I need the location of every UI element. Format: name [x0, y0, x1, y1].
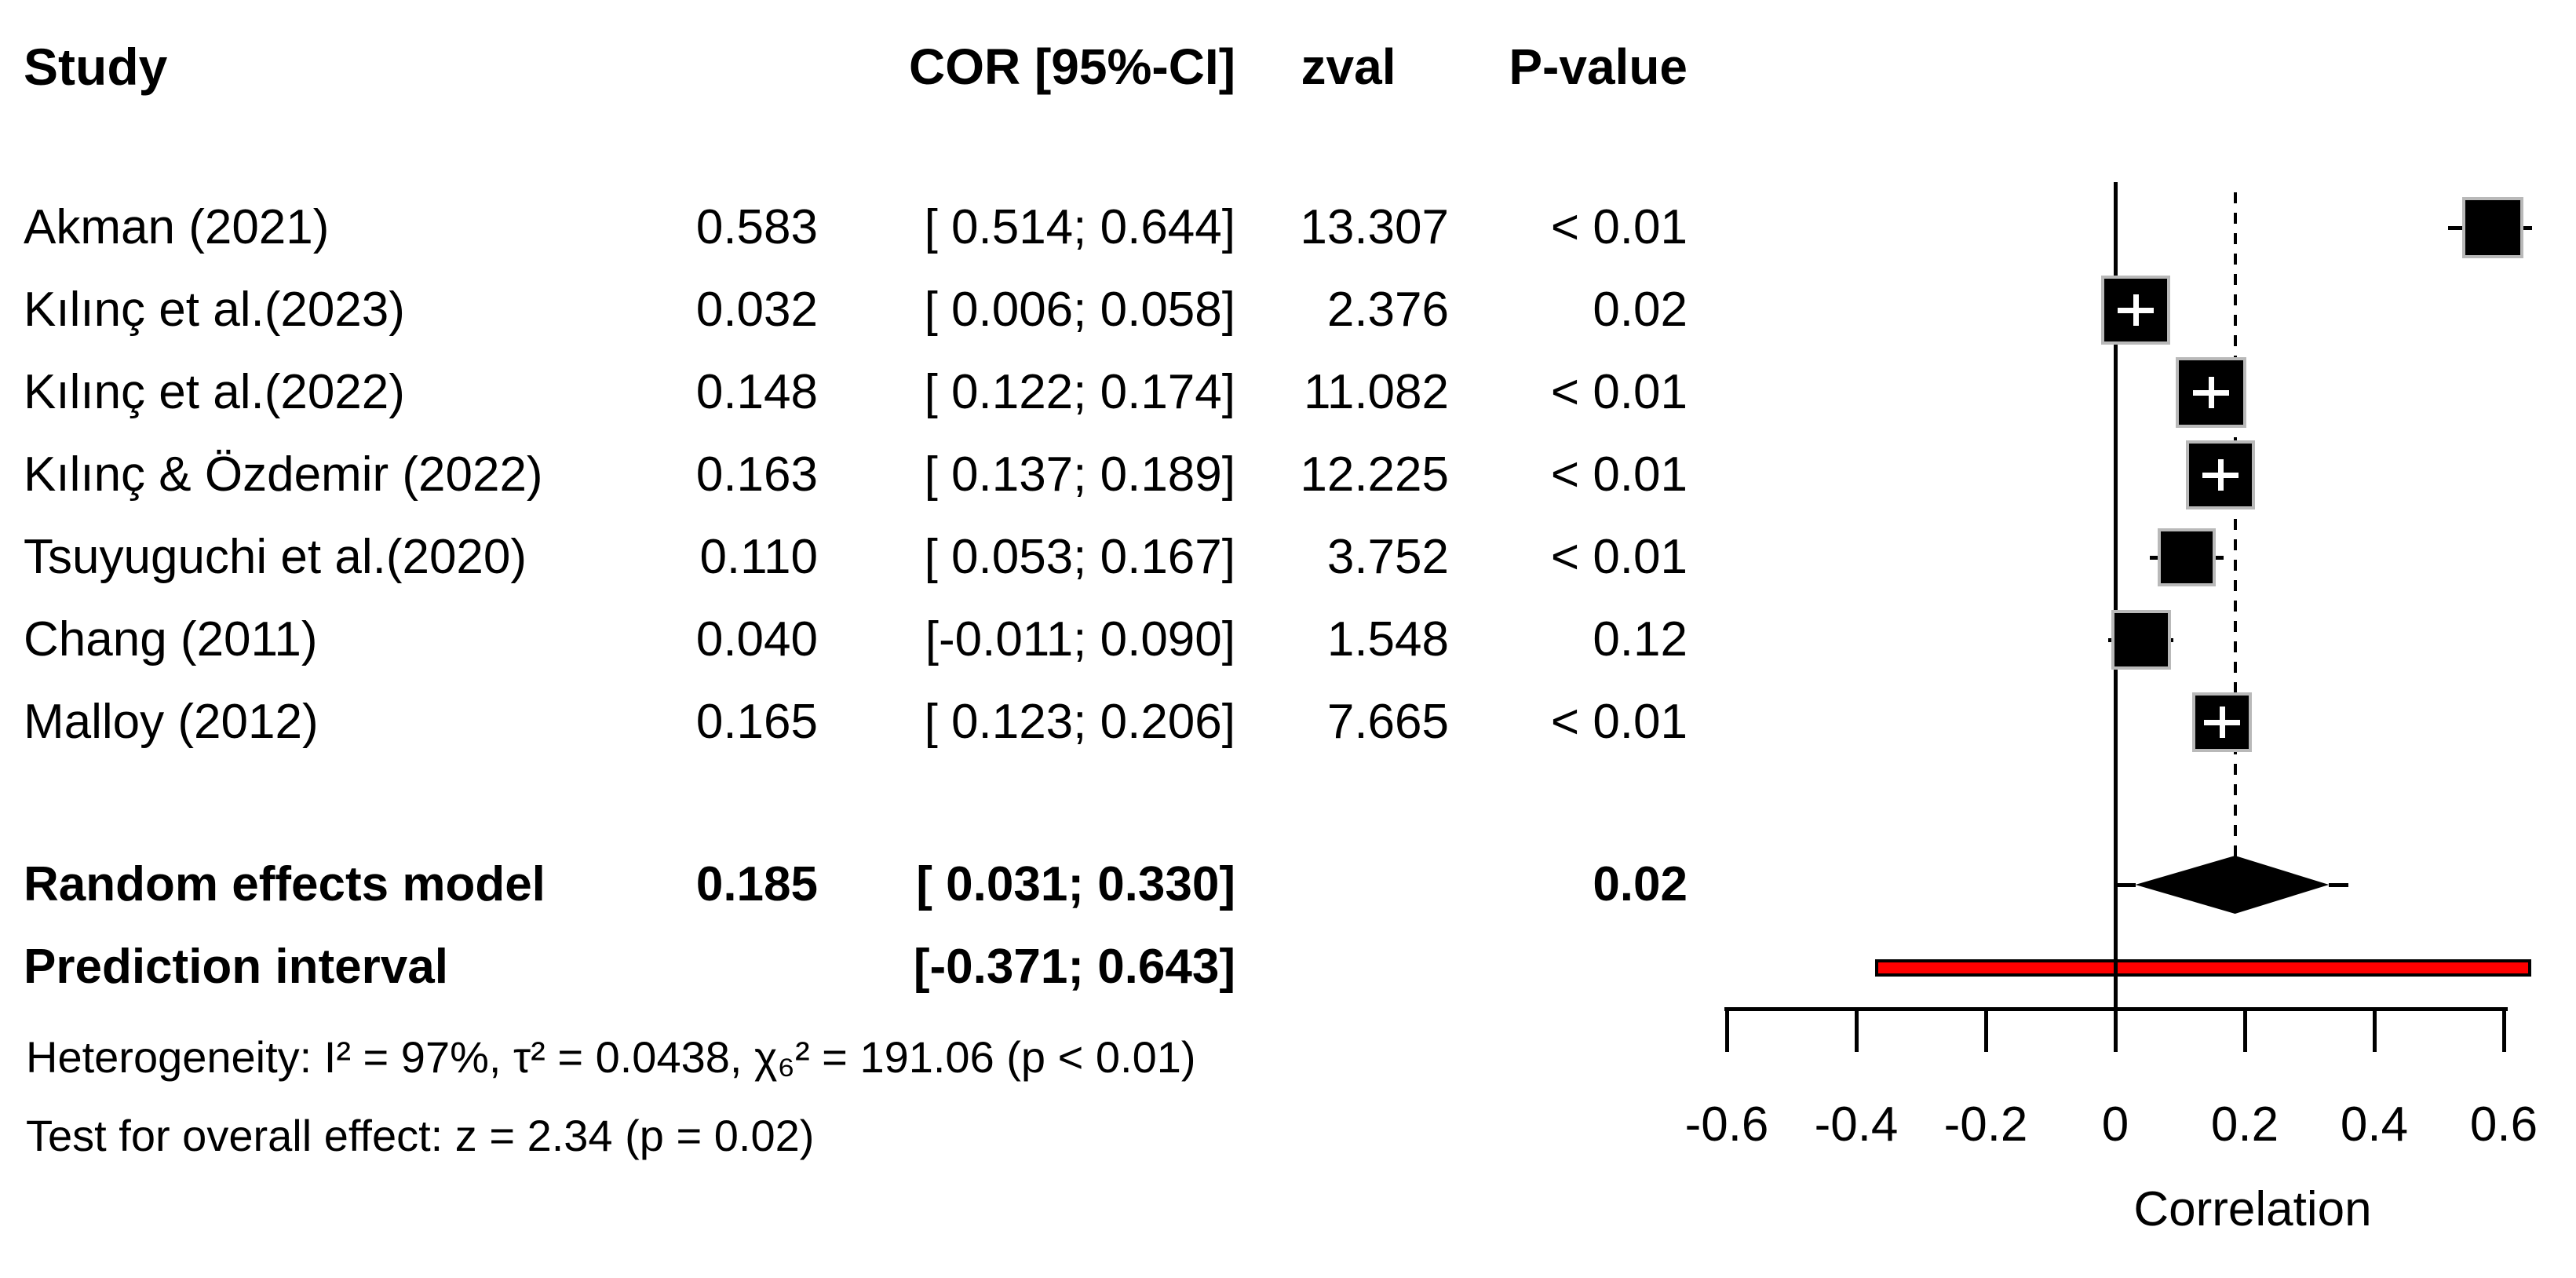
- prediction-interval-ci: [-0.371; 0.643]: [913, 940, 1235, 994]
- axis-tick-label: 0.2: [2210, 1097, 2279, 1152]
- pvalue-value: < 0.01: [1550, 695, 1688, 749]
- col-header-cor-ci: COR [95%-CI]: [908, 38, 1235, 95]
- plus-marker: [2218, 459, 2224, 491]
- axis-tick: [2502, 1007, 2506, 1052]
- zval-value: 13.307: [1300, 200, 1449, 254]
- x-axis-label: Correlation: [2133, 1182, 2372, 1236]
- overall-dashed-line: [2233, 192, 2237, 857]
- axis-tick-label: 0.4: [2340, 1097, 2409, 1152]
- col-header-zval: zval: [1301, 38, 1396, 95]
- cor-value: 0.583: [695, 200, 818, 254]
- random-effects-cor: 0.185: [695, 857, 818, 911]
- pvalue-value: 0.12: [1593, 612, 1688, 666]
- prediction-interval-label: Prediction interval: [24, 940, 448, 994]
- prediction-interval-bar: [1874, 959, 2532, 977]
- random-effects-ci: [ 0.031; 0.330]: [916, 857, 1235, 911]
- diamond-tip-line: [2329, 883, 2349, 887]
- col-header-study: Study: [24, 38, 168, 96]
- pvalue-value: < 0.01: [1550, 530, 1688, 584]
- axis-tick-label: -0.4: [1814, 1097, 1899, 1152]
- zval-value: 12.225: [1300, 447, 1449, 502]
- pvalue-value: < 0.01: [1550, 200, 1688, 254]
- forest-square: [2157, 528, 2216, 586]
- cor-value: 0.110: [699, 530, 818, 584]
- cor-value: 0.032: [695, 283, 818, 337]
- summary-diamond: [2135, 856, 2330, 914]
- forest-square: [2461, 197, 2523, 258]
- diamond-tip-line: [2115, 883, 2136, 887]
- plus-marker: [2209, 377, 2215, 408]
- random-effects-pvalue: 0.02: [1593, 857, 1688, 911]
- cor-value: 0.165: [695, 695, 818, 749]
- axis-tick: [1984, 1007, 1988, 1052]
- ci-value: [ 0.514; 0.644]: [924, 200, 1235, 254]
- axis-tick-label: -0.6: [1684, 1097, 1769, 1152]
- random-effects-label: Random effects model: [24, 857, 545, 911]
- forest-square: [2111, 610, 2171, 670]
- zval-value: 1.548: [1326, 612, 1449, 666]
- ci-value: [ 0.122; 0.174]: [924, 365, 1235, 419]
- plus-marker: [2133, 294, 2140, 326]
- axis-tick-label: -0.2: [1943, 1097, 2028, 1152]
- zval-value: 2.376: [1326, 283, 1449, 337]
- study-name: Chang (2011): [24, 612, 318, 666]
- axis-tick: [2114, 1007, 2118, 1052]
- axis-tick: [1855, 1007, 1859, 1052]
- axis-tick: [1725, 1007, 1729, 1052]
- overall-effect-text: Test for overall effect: z = 2.34 (p = 0…: [26, 1111, 815, 1160]
- ci-value: [ 0.006; 0.058]: [924, 283, 1235, 337]
- axis-tick: [2243, 1007, 2247, 1052]
- study-name: Kılınç et al.(2022): [24, 365, 405, 419]
- col-header-pvalue: P-value: [1509, 38, 1688, 95]
- ci-value: [ 0.123; 0.206]: [924, 695, 1235, 749]
- study-name: Malloy (2012): [24, 695, 319, 749]
- cor-value: 0.040: [695, 612, 818, 666]
- axis-tick-label: 0: [2101, 1097, 2129, 1152]
- pvalue-value: 0.02: [1593, 283, 1688, 337]
- study-name: Kılınç & Özdemir (2022): [24, 447, 543, 502]
- cor-value: 0.163: [695, 447, 818, 502]
- study-name: Tsuyuguchi et al.(2020): [24, 530, 527, 584]
- zval-value: 7.665: [1326, 695, 1449, 749]
- zval-value: 11.082: [1303, 365, 1449, 419]
- heterogeneity-text: Heterogeneity: I² = 97%, τ² = 0.0438, χ₆…: [26, 1032, 1196, 1082]
- ci-value: [-0.011; 0.090]: [925, 612, 1235, 666]
- axis-tick: [2373, 1007, 2377, 1052]
- cor-value: 0.148: [695, 365, 818, 419]
- ci-value: [ 0.137; 0.189]: [924, 447, 1235, 502]
- plus-marker: [2220, 707, 2226, 738]
- study-name: Akman (2021): [24, 200, 330, 254]
- study-name: Kılınç et al.(2023): [24, 283, 405, 337]
- pvalue-value: < 0.01: [1550, 447, 1688, 502]
- axis-tick-label: 0.6: [2469, 1097, 2538, 1152]
- pvalue-value: < 0.01: [1550, 365, 1688, 419]
- ci-value: [ 0.053; 0.167]: [924, 530, 1235, 584]
- zval-value: 3.752: [1326, 530, 1449, 584]
